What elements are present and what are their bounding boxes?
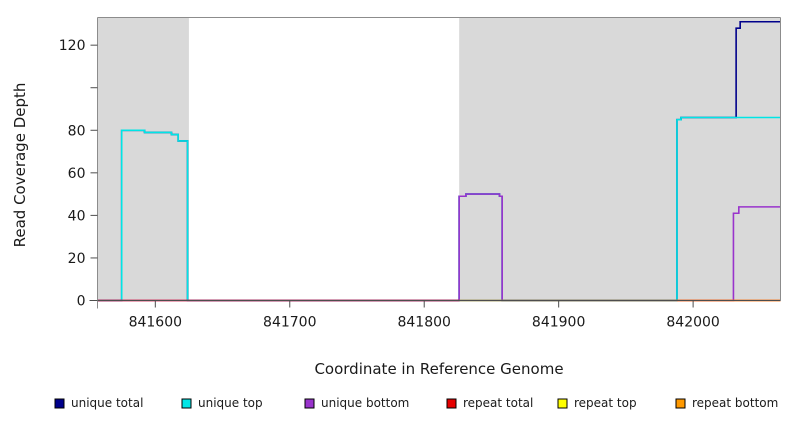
chart-legend: unique total unique top unique bottom repea… [54,396,778,410]
x-tick-label: 841800 [397,315,450,331]
x-tick-label: 841700 [263,315,316,331]
x-axis-title: Coordinate in Reference Genome [314,360,563,378]
y-tick-label: 0 [77,294,86,310]
repeat-region-left [97,17,189,301]
y-tick-label: 20 [68,251,86,267]
y-tick-label: 60 [68,166,86,182]
legend-swatch-icon [557,398,568,409]
legend-item-repeat-total[interactable]: repeat total [446,396,533,410]
legend-item-label: unique total [71,396,143,410]
shaded-repeat-regions [97,17,781,301]
legend-item-label: unique top [198,396,263,410]
x-tick-label: 841900 [532,315,585,331]
legend-item-label: unique bottom [321,396,409,410]
repeat-region-right [459,17,781,301]
plot-frame [97,17,781,301]
y-tick-label: 40 [68,208,86,224]
legend-swatch-icon [304,398,315,409]
legend-swatch-icon [446,398,457,409]
y-tick-label: 80 [68,123,86,139]
legend-item-unique-top[interactable]: unique top [181,396,263,410]
legend-item-unique-total[interactable]: unique total [54,396,143,410]
legend-item-repeat-top[interactable]: repeat top [557,396,637,410]
legend-item-label: repeat total [463,396,533,410]
legend-item-unique-bottom[interactable]: unique bottom [304,396,409,410]
legend-item-repeat-bottom[interactable]: repeat bottom [675,396,778,410]
x-tick-label: 842000 [666,315,719,331]
y-axis-title: Read Coverage Depth [11,83,29,248]
series-unique-bottom [97,193,781,302]
legend-item-label: repeat top [574,396,637,410]
legend-swatch-icon [675,398,686,409]
x-axis: 841600 841700 841800 841900 842000 [89,300,781,331]
legend-item-label: repeat bottom [692,396,778,410]
legend-swatch-icon [181,398,192,409]
legend-swatch-icon [54,398,65,409]
y-axis: 0 20 40 60 80 120 [59,17,98,310]
y-tick-label: 120 [59,38,86,54]
x-tick-label: 841600 [129,315,182,331]
